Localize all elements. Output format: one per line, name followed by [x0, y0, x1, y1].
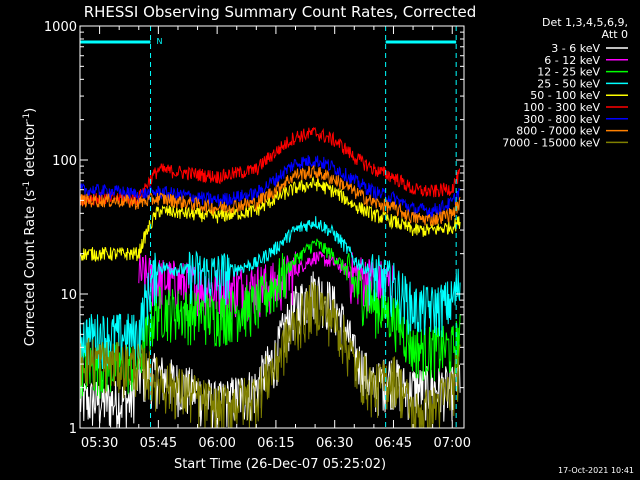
x-tick-label-1: 05:45 [140, 436, 177, 451]
legend-label-8: 7000 - 15000 keV [502, 136, 600, 149]
legend-label-1: 6 - 12 keV [544, 54, 600, 67]
x-tick-label-2: 06:00 [198, 436, 235, 451]
legend-label-2: 12 - 25 keV [537, 66, 600, 79]
series-line-8 [79, 281, 461, 429]
legend-label-5: 100 - 300 keV [523, 101, 600, 114]
x-tick-label-5: 06:45 [375, 436, 412, 451]
legend-label-6: 300 - 800 keV [523, 113, 600, 126]
legend-label-7: 800 - 7000 keV [516, 125, 600, 138]
y-tick-label-1: 10 [60, 288, 77, 303]
series-line-5 [79, 126, 461, 207]
legend-label-4: 50 - 100 keV [530, 89, 600, 102]
night-marker-label: N [157, 37, 163, 46]
legend-label-3: 25 - 50 keV [537, 77, 600, 90]
series-line-7 [79, 164, 461, 227]
y-tick-label-2: 100 [52, 154, 77, 169]
series-line-6 [79, 155, 461, 218]
timestamp: 17-Oct-2021 10:41 [558, 466, 634, 475]
legend-header-line2: Att 0 [602, 28, 628, 41]
x-tick-label-6: 07:00 [434, 436, 471, 451]
series-line-4 [79, 176, 461, 263]
chart-title: RHESSI Observing Summary Count Rates, Co… [84, 3, 477, 21]
x-axis-label: Start Time (26-Dec-07 05:25:02) [174, 457, 386, 472]
x-tick-label-0: 05:30 [81, 436, 118, 451]
legend-label-0: 3 - 6 keV [551, 42, 600, 55]
plot-frame [79, 25, 465, 429]
y-tick-label-3: 1000 [44, 20, 77, 35]
x-tick-label-4: 06:30 [316, 436, 353, 451]
series-line-3 [79, 216, 461, 370]
y-tick-label-0: 1 [69, 422, 77, 437]
legend-header-line1: Det 1,3,4,5,6,9, [542, 16, 628, 29]
y-axis-label: Corrected Count Rate (s-1 detector-1) [22, 108, 38, 346]
x-tick-label-3: 06:15 [257, 436, 294, 451]
